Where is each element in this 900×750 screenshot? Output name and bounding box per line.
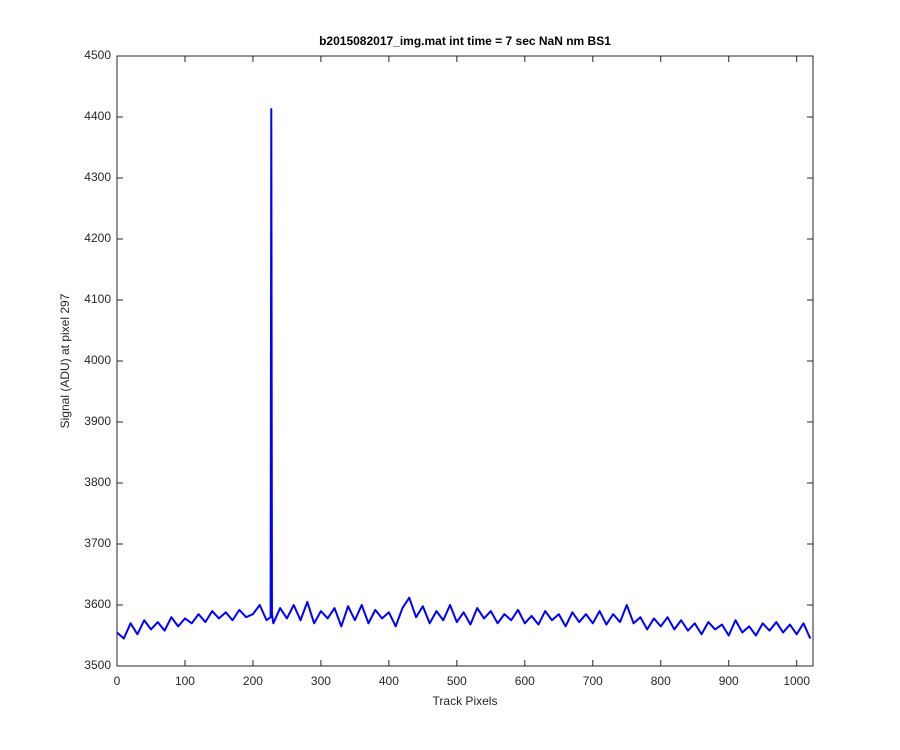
y-axis-label: Signal (ADU) at pixel 297 <box>58 293 72 428</box>
x-axis-label: Track Pixels <box>433 694 498 708</box>
x-tick-label: 900 <box>719 674 739 688</box>
y-tick-label: 4400 <box>84 109 111 123</box>
x-tick-label: 100 <box>175 674 195 688</box>
chart-title: b2015082017_img.mat int time = 7 sec NaN… <box>319 34 611 48</box>
y-tick-label: 4000 <box>84 353 111 367</box>
y-tick-label: 3500 <box>84 658 111 672</box>
axes-box <box>116 55 814 667</box>
x-tick-label: 400 <box>379 674 399 688</box>
x-tick-label: 200 <box>243 674 263 688</box>
y-tick-label: 4300 <box>84 170 111 184</box>
x-tick-label: 300 <box>311 674 331 688</box>
x-tick-label: 800 <box>651 674 671 688</box>
x-tick-label: 600 <box>515 674 535 688</box>
y-tick-label: 3700 <box>84 536 111 550</box>
data-line <box>116 108 812 640</box>
y-tick-label: 3900 <box>84 414 111 428</box>
x-tick-label: 700 <box>583 674 603 688</box>
x-tick-label: 1000 <box>783 674 810 688</box>
y-tick-label: 4200 <box>84 231 111 245</box>
x-tick-label: 500 <box>447 674 467 688</box>
y-tick-label: 3600 <box>84 597 111 611</box>
x-tick-label: 0 <box>114 674 121 688</box>
y-tick-label: 4500 <box>84 48 111 62</box>
y-tick-label: 4100 <box>84 292 111 306</box>
y-tick-label: 3800 <box>84 475 111 489</box>
